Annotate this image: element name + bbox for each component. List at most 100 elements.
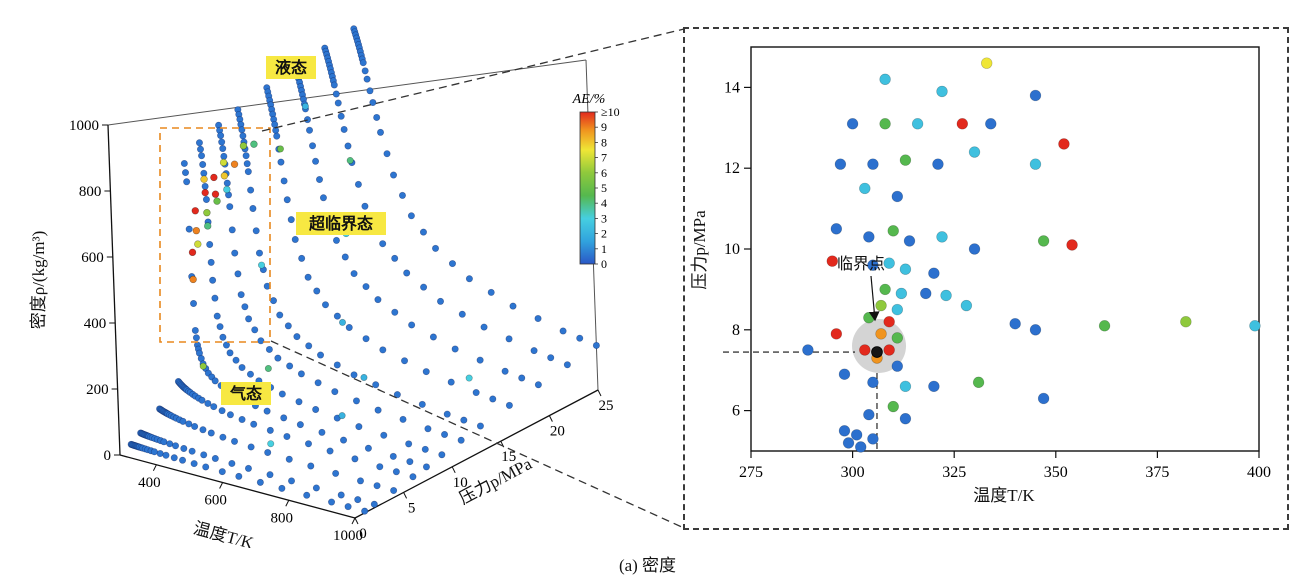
data-point-3d — [332, 90, 340, 98]
data-point-3d — [312, 484, 320, 492]
data-point-3d — [530, 347, 538, 355]
y-axis-label: 压力p/MPa — [456, 454, 535, 508]
data-point-3d — [337, 491, 345, 499]
data-point-3d-hot — [220, 172, 229, 180]
data-point-3d — [379, 240, 387, 248]
data-point-3d — [303, 491, 311, 499]
data-point-3d — [190, 460, 198, 468]
data-point-3d — [190, 299, 198, 307]
data-point-3d — [219, 433, 227, 441]
highlight-bg — [296, 212, 386, 235]
data-point-3d — [370, 500, 378, 508]
data-point-3d — [280, 414, 288, 422]
data-point-3d — [333, 312, 341, 320]
data-point-3d — [284, 322, 292, 330]
y-tick-label: 25 — [599, 398, 614, 414]
annotation-arrow — [868, 275, 880, 322]
data-point-3d — [364, 444, 372, 452]
data-point-3d — [288, 477, 296, 485]
data-point-3d — [476, 422, 484, 430]
colorbar-tick-label: 0 — [601, 257, 607, 271]
x-tick — [152, 464, 157, 471]
z-axis — [107, 124, 121, 456]
data-point-3d — [408, 321, 416, 329]
data-point-3d — [238, 415, 246, 423]
data-point-2d — [1037, 392, 1050, 405]
data-point-3d — [487, 288, 495, 296]
colorbar-tick-label: 8 — [601, 135, 607, 149]
data-point-3d — [390, 171, 398, 179]
x-tick-label: 1000 — [333, 528, 363, 544]
data-point-3d — [379, 346, 387, 354]
data-point-3d — [316, 176, 324, 184]
data-point-2d — [883, 344, 895, 356]
data-point-3d — [180, 159, 188, 167]
data-point-3d — [170, 454, 178, 462]
data-point-3d — [422, 368, 430, 376]
data-point-3d — [162, 451, 170, 459]
phase-label-supercritical: 超临界态 — [296, 212, 386, 235]
data-point-3d — [257, 337, 265, 345]
data-point-3d — [271, 120, 279, 128]
colorbar-tick-label: 3 — [601, 211, 607, 225]
data-point-2d — [891, 190, 904, 203]
data-point-2d — [903, 235, 916, 247]
y-tick — [451, 466, 456, 474]
data-point-2d — [968, 146, 981, 158]
data-point-3d — [338, 412, 346, 420]
data-point-3d — [392, 468, 400, 476]
data-point-3d — [220, 152, 228, 160]
data-point-3d — [274, 354, 282, 362]
data-point-3d — [355, 423, 363, 431]
data-point-2d — [863, 408, 875, 421]
data-point-2d — [1249, 320, 1261, 332]
y-tick — [403, 492, 408, 499]
z-axis-label: 密度ρ/(kg/m³) — [29, 231, 48, 330]
data-point-3d — [372, 381, 380, 389]
data-point-3d — [350, 270, 358, 278]
x-tick-label: 300 — [841, 464, 865, 481]
data-point-3d — [332, 236, 340, 244]
data-point-3d-hot — [200, 175, 208, 183]
data-point-3d — [243, 160, 251, 168]
x-axis-label: 温度T/K — [191, 519, 256, 548]
data-point-3d-hot — [219, 158, 228, 167]
data-point-3d — [183, 178, 191, 186]
data-point-2d — [936, 231, 948, 243]
data-point-3d — [219, 145, 227, 153]
data-point-3d — [383, 150, 391, 158]
data-point-3d — [269, 297, 277, 305]
data-point-2d — [859, 344, 871, 356]
data-point-3d — [239, 132, 247, 140]
colorbar-tick-label: 6 — [601, 166, 607, 180]
data-point-3d — [399, 415, 407, 423]
data-point-2d — [972, 376, 985, 389]
data-point-3d — [263, 407, 271, 415]
data-point-2d — [985, 118, 997, 130]
2d-plot-dynamic-layer: 275 300 325 350 375 400 6 8 10 12 14 — [723, 46, 1271, 481]
data-point-3d — [576, 334, 584, 342]
data-point-3d — [226, 203, 234, 211]
data-point-3d — [366, 87, 374, 95]
data-point-3d — [389, 452, 397, 460]
data-point-3d — [296, 421, 304, 429]
data-point-3d — [245, 315, 253, 323]
data-point-3d — [200, 451, 208, 459]
data-point-3d — [393, 391, 401, 399]
data-point-3d-hot — [250, 140, 258, 148]
data-point-3d — [332, 469, 340, 477]
data-point-3d — [195, 139, 203, 147]
critical-point-annotation: 临界点 — [837, 255, 885, 273]
data-point-3d — [181, 169, 189, 177]
data-point-3d — [277, 158, 285, 166]
data-point-3d — [403, 269, 411, 277]
colorbar-tick-label: ≥10 — [601, 105, 620, 119]
data-point-2d — [1037, 235, 1050, 247]
data-point-3d — [150, 448, 158, 456]
y-tick — [500, 440, 505, 448]
data-point-3d — [354, 180, 362, 188]
data-point-3d — [419, 228, 427, 236]
data-point-3d — [198, 152, 206, 160]
data-point-3d — [160, 438, 168, 446]
data-point-3d — [480, 323, 488, 331]
